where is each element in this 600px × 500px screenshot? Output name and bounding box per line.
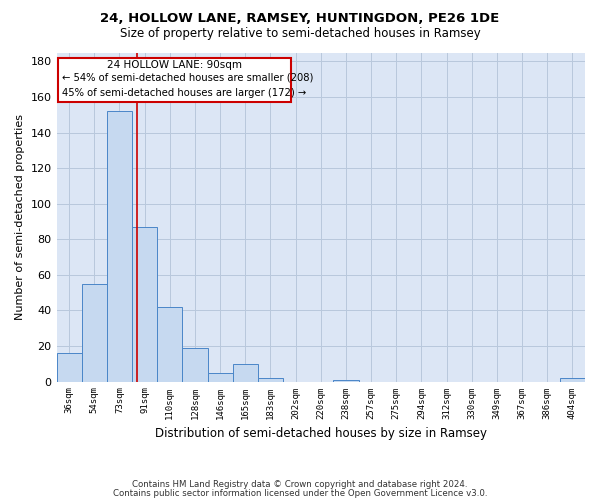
Text: Contains public sector information licensed under the Open Government Licence v3: Contains public sector information licen… — [113, 489, 487, 498]
Text: ← 54% of semi-detached houses are smaller (208): ← 54% of semi-detached houses are smalle… — [62, 72, 313, 83]
Bar — [132, 227, 157, 382]
Bar — [208, 372, 233, 382]
Bar — [182, 348, 208, 382]
Bar — [82, 284, 107, 382]
Text: Size of property relative to semi-detached houses in Ramsey: Size of property relative to semi-detach… — [119, 28, 481, 40]
Bar — [560, 378, 585, 382]
Bar — [56, 353, 82, 382]
Bar — [258, 378, 283, 382]
Bar — [334, 380, 359, 382]
Bar — [157, 307, 182, 382]
Bar — [233, 364, 258, 382]
Bar — [107, 111, 132, 382]
Text: 24, HOLLOW LANE, RAMSEY, HUNTINGDON, PE26 1DE: 24, HOLLOW LANE, RAMSEY, HUNTINGDON, PE2… — [100, 12, 500, 26]
X-axis label: Distribution of semi-detached houses by size in Ramsey: Distribution of semi-detached houses by … — [155, 427, 487, 440]
Text: Contains HM Land Registry data © Crown copyright and database right 2024.: Contains HM Land Registry data © Crown c… — [132, 480, 468, 489]
Text: 45% of semi-detached houses are larger (172) →: 45% of semi-detached houses are larger (… — [62, 88, 306, 99]
FancyBboxPatch shape — [58, 58, 290, 102]
Y-axis label: Number of semi-detached properties: Number of semi-detached properties — [15, 114, 25, 320]
Text: 24 HOLLOW LANE: 90sqm: 24 HOLLOW LANE: 90sqm — [107, 60, 242, 70]
